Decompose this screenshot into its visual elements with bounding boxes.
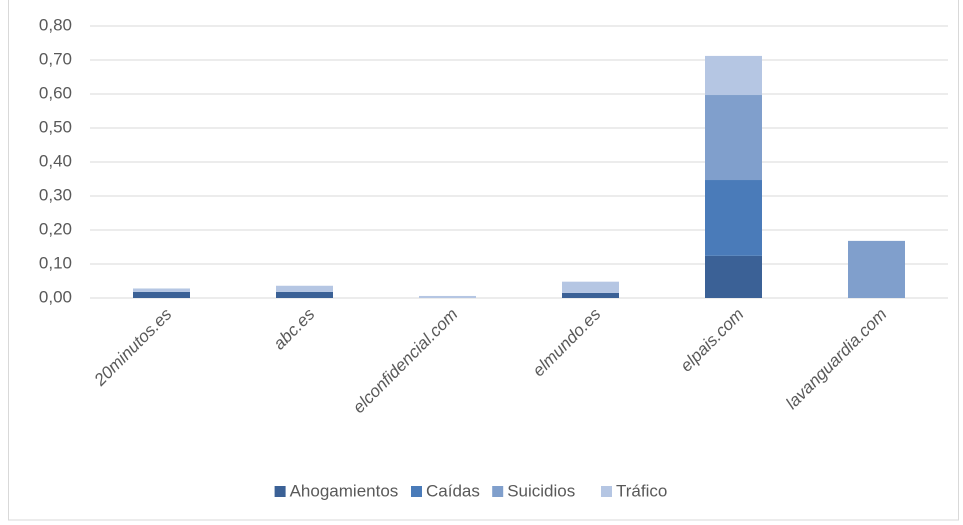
legend-swatch — [274, 486, 286, 497]
bar-segment — [848, 240, 905, 298]
bar-segment — [133, 291, 190, 298]
legend-label: Tráfico — [616, 481, 667, 500]
y-tick-label: 0,50 — [39, 117, 72, 136]
legend-swatch — [601, 486, 612, 497]
y-tick-label: 0,70 — [39, 49, 72, 68]
bar-segment — [562, 281, 619, 293]
y-tick-label: 0,60 — [39, 83, 72, 102]
legend-label: Ahogamientos — [290, 481, 399, 500]
bar-segment — [133, 288, 190, 292]
bar-segment — [276, 291, 333, 298]
y-tick-label: 0,40 — [39, 151, 72, 170]
legend-swatch — [411, 486, 422, 497]
legend-swatch — [492, 486, 504, 497]
legend-label: Caídas — [426, 481, 480, 500]
y-tick-label: 0,80 — [39, 15, 72, 34]
bar-segment — [705, 95, 762, 181]
bar-segment — [705, 55, 762, 96]
y-tick-label: 0,10 — [39, 253, 72, 272]
y-tick-label: 0,30 — [39, 185, 72, 204]
chart-border — [8, 0, 959, 521]
y-tick-label: 0,00 — [39, 287, 72, 306]
bar-segment — [276, 285, 333, 292]
y-tick-label: 0,20 — [39, 219, 72, 238]
bar-segment — [705, 180, 762, 256]
legend-label: Suicidios — [507, 481, 575, 500]
bar-segment — [562, 292, 619, 298]
bar-segment — [705, 255, 762, 298]
bar-segment — [419, 295, 476, 298]
